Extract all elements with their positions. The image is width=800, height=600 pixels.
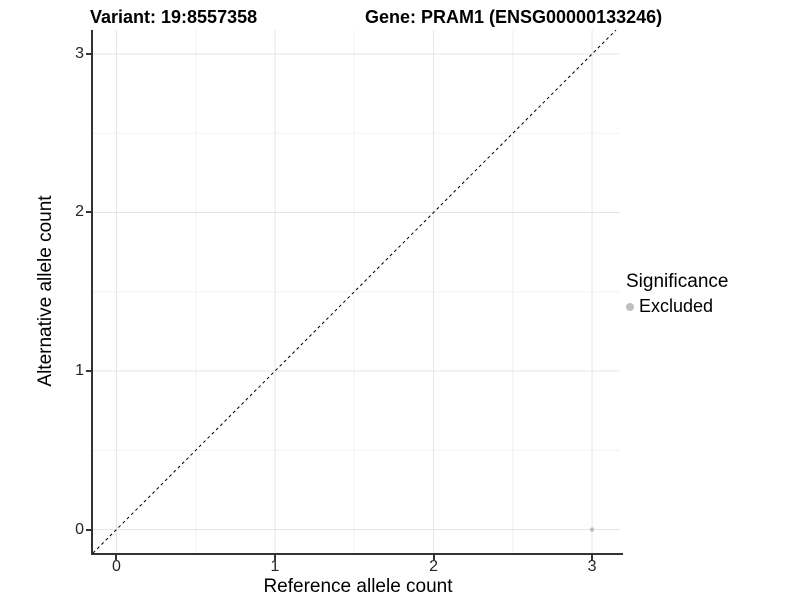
legend-point-icon — [626, 302, 634, 311]
y-tick — [86, 52, 91, 55]
y-tick — [86, 370, 91, 372]
plot-canvas — [93, 30, 620, 553]
x-tick — [591, 555, 594, 560]
gene-title: Gene: PRAM1 (ENSG00000133246) — [365, 7, 663, 27]
x-tick-label: 0 — [112, 558, 121, 575]
y-axis-title: Alternative allele count — [35, 195, 56, 387]
x-tick-label: 1 — [270, 558, 280, 575]
legend: Significance Excluded — [626, 271, 728, 317]
y-tick-label: 0 — [75, 520, 84, 538]
x-axis-title: Reference allele count — [263, 576, 453, 597]
x-axis-line — [91, 553, 623, 555]
data-point — [589, 527, 595, 532]
y-tick — [86, 211, 91, 214]
x-tick — [115, 555, 118, 560]
y-tick-label: 1 — [75, 362, 84, 379]
y-tick — [86, 528, 91, 531]
x-tick-label: 2 — [429, 558, 438, 575]
x-tick-label: 3 — [587, 558, 597, 575]
legend-title: Significance — [626, 271, 729, 292]
y-tick-label: 2 — [75, 203, 84, 221]
x-tick — [274, 555, 276, 560]
y-tick-label: 3 — [75, 44, 84, 62]
y-axis-line — [91, 30, 93, 555]
legend-item-label: Excluded — [639, 296, 714, 316]
legend-item-excluded: Excluded — [626, 296, 728, 317]
variant-title: Variant: 19:8557358 — [90, 7, 258, 27]
plot-panel — [93, 30, 620, 553]
x-tick — [432, 555, 435, 560]
